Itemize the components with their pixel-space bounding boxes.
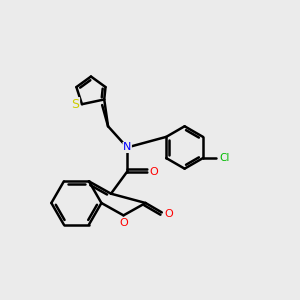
Text: Cl: Cl xyxy=(219,153,230,163)
Text: O: O xyxy=(120,218,128,228)
Text: N: N xyxy=(123,142,131,152)
Text: O: O xyxy=(149,167,158,177)
Text: S: S xyxy=(71,98,80,111)
Text: O: O xyxy=(164,209,172,219)
